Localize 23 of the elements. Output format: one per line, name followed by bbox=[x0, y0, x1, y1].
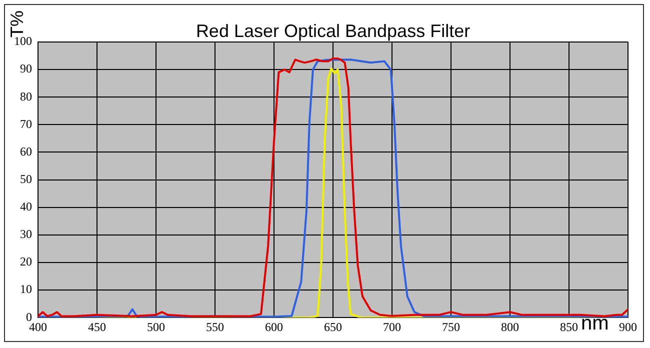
x-tick-label: 750 bbox=[442, 320, 460, 334]
chart-title: Red Laser Optical Bandpass Filter bbox=[196, 20, 470, 41]
y-tick-label: 70 bbox=[20, 116, 32, 131]
x-tick-label: 700 bbox=[383, 320, 401, 334]
x-tick-label: 400 bbox=[29, 320, 47, 334]
x-axis-title: nm bbox=[581, 312, 609, 335]
y-tick-label: 90 bbox=[20, 62, 32, 76]
x-tick-label: 800 bbox=[501, 320, 519, 334]
x-tick-label: 500 bbox=[147, 320, 165, 334]
y-tick-label: 0 bbox=[26, 310, 32, 324]
x-tick-label: 600 bbox=[265, 320, 283, 334]
y-tick-label: 80 bbox=[20, 89, 32, 104]
x-tick-label: 900 bbox=[619, 320, 637, 334]
x-tick-label: 550 bbox=[206, 320, 224, 334]
x-tick-label: 450 bbox=[88, 320, 106, 334]
x-tick-label: 850 bbox=[560, 320, 578, 334]
y-tick-label: 40 bbox=[20, 200, 32, 214]
y-tick-label: 10 bbox=[20, 282, 32, 296]
x-tick-label: 650 bbox=[324, 320, 342, 334]
y-tick-label: 60 bbox=[20, 144, 32, 158]
y-tick-label: 30 bbox=[20, 227, 32, 242]
y-tick-label: 20 bbox=[20, 254, 32, 269]
y-tick-label: 50 bbox=[20, 172, 32, 186]
